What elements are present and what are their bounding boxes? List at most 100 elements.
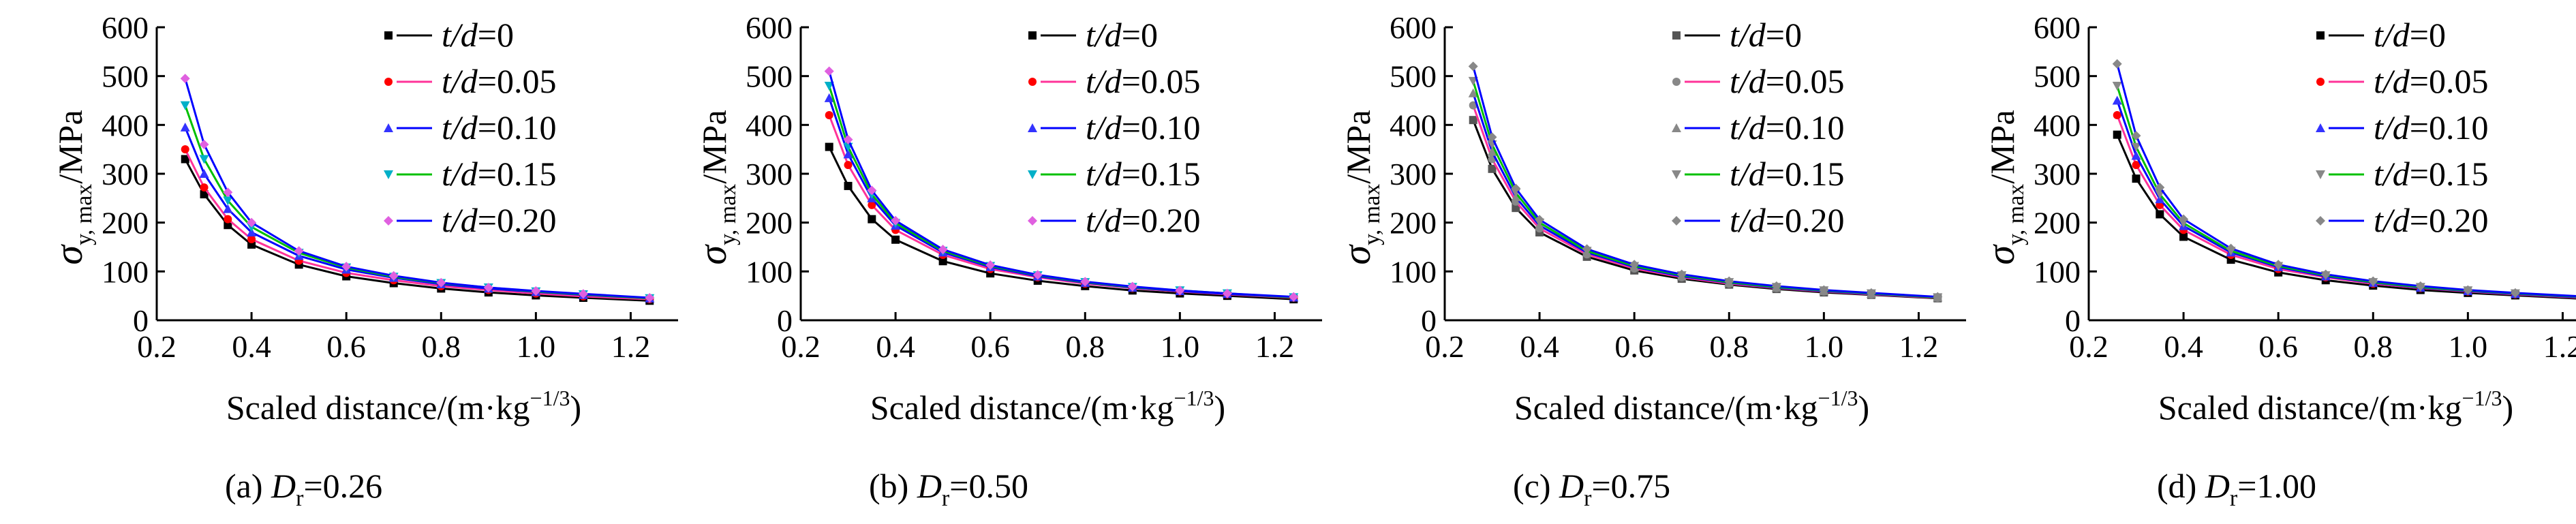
chart-panel-2: 0 100 200 300 400 500 600 0.2 0.4 0.6 0.8 1.0 1.2 σy,… xyxy=(690,10,1322,511)
x-tick-label: 0.4 xyxy=(232,329,271,364)
caption-prefix: (a) xyxy=(225,467,271,505)
legend-label: t/d=0.20 xyxy=(2374,201,2489,239)
legend-value: =0.20 xyxy=(1122,201,1201,239)
y-tick-label: 200 xyxy=(102,206,149,241)
series-2 xyxy=(1469,101,1942,303)
legend-variable: t/d xyxy=(1730,108,1766,147)
y-tick-label: 400 xyxy=(102,108,149,142)
series-line xyxy=(1472,105,1938,299)
series-line xyxy=(184,127,650,300)
x-tick-label: 0.4 xyxy=(1520,329,1559,364)
x-tick-label: 0.8 xyxy=(1710,329,1749,364)
y-tick-label: 200 xyxy=(2034,206,2081,241)
data-point xyxy=(844,161,853,170)
data-point xyxy=(867,185,877,196)
data-point xyxy=(825,111,833,119)
x-tick-label: 1.2 xyxy=(2543,329,2576,364)
data-point xyxy=(938,257,947,266)
y-tick-label: 400 xyxy=(1390,108,1437,142)
series-1 xyxy=(1469,116,1942,303)
data-point xyxy=(1080,277,1090,287)
data-point xyxy=(247,217,257,228)
data-point xyxy=(1771,281,1781,291)
data-point xyxy=(294,246,304,256)
data-point xyxy=(180,101,190,110)
legend-marker xyxy=(384,170,393,179)
x-axis-label: Scaled distance/(m·kg−1/3) xyxy=(226,386,581,427)
series-line xyxy=(828,146,1294,300)
series-2 xyxy=(2113,111,2576,299)
caption-variable: D xyxy=(917,467,942,505)
caption-subscript: r xyxy=(296,486,304,511)
y-tick-label: 200 xyxy=(746,206,793,241)
legend-variable: t/d xyxy=(2374,201,2410,239)
caption-prefix: (b) xyxy=(869,467,917,505)
legend-value: =0.05 xyxy=(1766,62,1845,100)
data-point xyxy=(1175,286,1185,296)
legend-variable: t/d xyxy=(1086,62,1122,100)
legend-marker xyxy=(1672,31,1681,40)
caption-subscript: r xyxy=(942,486,950,511)
data-point xyxy=(824,66,834,76)
legend: t/d=0t/d=0.05t/d=0.10t/d=0.15t/d=0.20 xyxy=(1672,16,1845,239)
legend-variable: t/d xyxy=(1730,155,1766,193)
series-3 xyxy=(2112,95,2576,298)
y-tick-label: 600 xyxy=(2034,10,2081,45)
legend-variable: t/d xyxy=(2374,16,2410,54)
y-label-unit: /MPa xyxy=(695,110,733,183)
legend-value: =0.10 xyxy=(2410,108,2489,147)
data-point xyxy=(483,282,493,292)
data-point xyxy=(1469,116,1477,125)
series-2 xyxy=(825,111,1298,303)
legend-variable: t/d xyxy=(442,62,478,100)
data-point xyxy=(247,235,256,244)
legend-variable: t/d xyxy=(442,108,478,147)
x-tick-label: 0.2 xyxy=(137,329,177,364)
panel-caption: (d) Dr=1.00 xyxy=(2157,467,2316,511)
data-point xyxy=(223,204,233,213)
x-tick-label: 0.4 xyxy=(876,329,915,364)
data-point xyxy=(1469,101,1477,110)
series-line xyxy=(828,71,1294,298)
legend-label: t/d=0.15 xyxy=(2374,155,2489,193)
x-tick-label: 1.0 xyxy=(1805,329,1844,364)
series-3 xyxy=(824,93,1299,302)
legend-marker xyxy=(2316,31,2325,40)
data-point xyxy=(1629,260,1640,270)
series-line xyxy=(2116,114,2576,299)
legend-marker xyxy=(384,216,393,226)
legend-label: t/d=0 xyxy=(1086,16,1158,54)
legend-marker xyxy=(1028,123,1037,132)
y-tick-label: 100 xyxy=(746,254,793,289)
data-point xyxy=(2368,276,2378,286)
data-point xyxy=(224,221,232,230)
data-point xyxy=(2131,142,2141,152)
data-point xyxy=(181,145,189,154)
y-tick-label: 0 xyxy=(2065,303,2081,338)
legend-label: t/d=0.20 xyxy=(1730,201,1845,239)
legend-label: t/d=0.05 xyxy=(442,62,557,100)
data-point xyxy=(844,181,853,190)
legend-variable: t/d xyxy=(1086,155,1122,193)
data-point xyxy=(1511,183,1521,194)
legend-label: t/d=0.15 xyxy=(442,155,557,193)
legend-marker xyxy=(2316,123,2325,132)
caption-prefix: (d) xyxy=(2157,467,2205,505)
caption-subscript: r xyxy=(2230,486,2238,511)
caption-variable: D xyxy=(1559,467,1584,505)
series-5 xyxy=(1468,61,1943,302)
data-point xyxy=(199,155,209,164)
data-point xyxy=(1032,270,1043,280)
x-tick-label: 0.8 xyxy=(2354,329,2393,364)
data-point xyxy=(1289,292,1299,302)
series-line xyxy=(828,85,1294,298)
y-label-unit: /MPa xyxy=(51,110,89,183)
y-tick-label: 200 xyxy=(1390,206,1437,241)
legend-label: t/d=0.10 xyxy=(1086,108,1201,147)
series-5 xyxy=(180,74,655,303)
data-point xyxy=(891,215,901,226)
data-point xyxy=(1866,288,1876,298)
x-tick-label: 0.8 xyxy=(422,329,461,364)
x-label-end: ) xyxy=(1858,388,1869,427)
data-point xyxy=(247,228,257,236)
